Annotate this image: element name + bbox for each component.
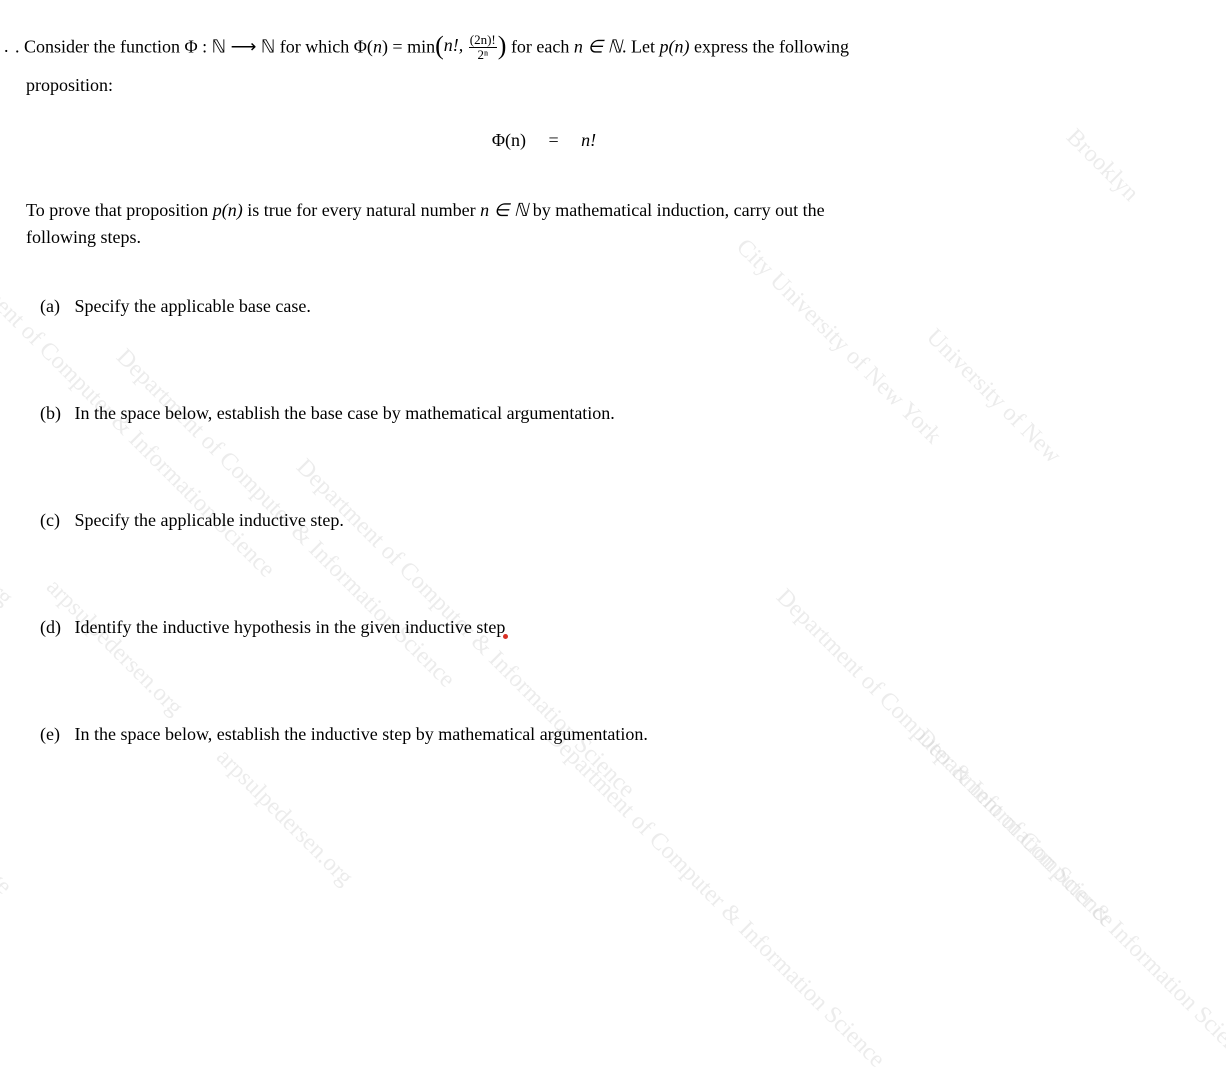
- intro-text: . Let: [622, 36, 660, 56]
- intro-line-1: . . Consider the function Φ : ℕ ⟶ ℕ for …: [12, 28, 1196, 68]
- item-a: (a) Specify the applicable base case.: [40, 293, 1196, 320]
- item-text: Identify the inductive hypothesis in the…: [75, 617, 506, 637]
- intro-text: . Consider the function Φ :: [15, 36, 212, 56]
- body-text: is true for every natural number: [243, 200, 480, 220]
- intro-text: ) = min: [382, 36, 435, 56]
- pn: p(n): [660, 36, 690, 56]
- eq-lhs: Φ(n): [492, 130, 526, 150]
- fraction: (2n)!2ⁿ: [469, 33, 497, 61]
- intro-text: express the following: [690, 36, 849, 56]
- item-d: (d) Identify the inductive hypothesis in…: [40, 614, 1196, 641]
- item-text: Specify the applicable inductive step.: [75, 510, 344, 530]
- item-c: (c) Specify the applicable inductive ste…: [40, 507, 1196, 534]
- paren-open: (: [435, 31, 444, 60]
- eq-sign: =: [549, 130, 559, 150]
- red-dot-icon: [503, 634, 508, 639]
- var-n: n: [373, 36, 382, 56]
- arrow: ⟶: [226, 36, 261, 56]
- intro-text: for which Φ(: [275, 36, 373, 56]
- pn: p(n): [213, 200, 243, 220]
- eq-rhs: n!: [581, 130, 596, 150]
- item-label: (a): [40, 293, 70, 320]
- item-text: In the space below, establish the induct…: [75, 724, 648, 744]
- item-text: In the space below, establish the base c…: [75, 403, 615, 423]
- set-natural: ℕ: [261, 36, 275, 56]
- body-text: by mathematical induction, carry out the: [528, 200, 824, 220]
- item-label: (b): [40, 400, 70, 427]
- item-label: (e): [40, 721, 70, 748]
- intro-line-2: proposition:: [26, 72, 1196, 100]
- membership: n ∈ ℕ: [480, 200, 528, 220]
- fraction-denominator: 2ⁿ: [469, 48, 497, 62]
- watermark-text: klyn College: [0, 794, 17, 900]
- item-b: (b) In the space below, establish the ba…: [40, 400, 1196, 427]
- paren-close: ): [498, 31, 507, 60]
- proposition-equation: Φ(n) = n!: [12, 130, 1196, 151]
- item-label: (c): [40, 507, 70, 534]
- body-text: To prove that proposition: [26, 200, 213, 220]
- instruction-paragraph: To prove that proposition p(n) is true f…: [26, 197, 1196, 251]
- intro-text: for each: [506, 36, 573, 56]
- problem-content: . . Consider the function Φ : ℕ ⟶ ℕ for …: [0, 0, 1226, 808]
- problem-bullet: .: [4, 33, 9, 61]
- membership: n ∈ ℕ: [574, 36, 622, 56]
- item-label: (d): [40, 614, 70, 641]
- body-text: following steps.: [26, 227, 141, 247]
- set-natural: ℕ: [212, 36, 226, 56]
- item-text: Specify the applicable base case.: [75, 296, 311, 316]
- item-e: (e) In the space below, establish the in…: [40, 721, 1196, 748]
- min-arg1: n!,: [444, 35, 468, 55]
- fraction-numerator: (2n)!: [469, 33, 497, 48]
